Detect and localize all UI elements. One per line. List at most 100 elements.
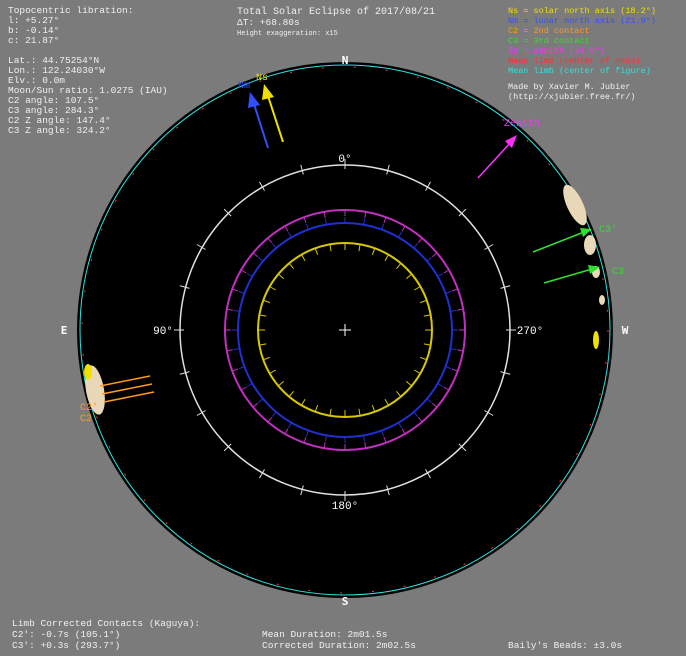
west-label: W [622,324,629,337]
tick [314,248,319,255]
tick [262,469,265,474]
tick [305,430,309,437]
tick [288,231,292,238]
info-line: C2 angle: 107.5° [8,95,99,106]
ns-label: Ns [256,73,268,84]
tick [414,286,421,291]
tick [269,369,276,374]
tick [458,212,463,217]
c2-prime-line [99,375,151,387]
info-line: Lat.: 44.75254°N [8,55,99,66]
tick [461,446,467,452]
info-line: C3 Z angle: 324.2° [8,125,111,136]
tick [425,186,428,191]
tick [288,263,294,270]
tick [381,430,385,437]
footer-c2: C2': -0.7s (105.1°) [12,629,120,640]
tick [432,402,438,408]
tick [458,443,463,448]
tick [323,442,326,449]
tick [387,164,390,171]
tick [252,402,258,408]
info-line: C2 Z angle: 147.4° [8,115,111,126]
footer-c3: C3': +0.3s (293.7°) [12,640,120,651]
tick [300,489,303,496]
tick [450,348,457,351]
tick [179,285,186,288]
tick [443,269,450,274]
tick [301,485,304,490]
tick [384,399,389,406]
tick [259,181,263,188]
c3-prime-label: C3' [599,224,617,236]
zenith-arrow [477,142,511,179]
tick [284,225,289,232]
angle-label: 90° [153,326,173,338]
tick [233,348,240,351]
tick [461,208,467,214]
tick [324,218,327,225]
tick [267,417,273,423]
info-line: b: -0.14° [8,25,59,36]
tick [487,412,494,416]
legend-entry: Mean limb (center of mass) [508,56,641,66]
c3-arrowhead [588,265,600,274]
nm-arrow [253,103,269,149]
tick [329,408,332,416]
tick [233,309,240,312]
tick [383,436,387,443]
c3-arrow [543,268,593,284]
delta-t: ΔT: +68.80s [237,17,300,28]
tick [267,237,273,243]
tick [487,244,494,248]
tick [363,218,366,225]
tick [226,308,233,311]
info-block: Topocentric libration:l: +5.27°b: -0.14°… [8,5,168,136]
tick [387,489,390,496]
ns-arrow [267,95,284,143]
tick [398,422,402,429]
tick [252,252,258,258]
ring-ticks [174,159,516,501]
mean-limb-figure [79,64,611,596]
tick [398,231,402,238]
angle-label: 0° [338,154,351,166]
tick [232,368,239,372]
tick [425,469,428,474]
tick [300,164,303,171]
tick [301,170,304,175]
exaggeration: Height exaggeration: x15 [237,30,338,38]
tick [238,366,245,370]
tick [223,208,229,214]
tick [323,211,326,218]
tick [451,368,458,372]
c2-prime-label: C2' [80,402,98,414]
tick [258,398,264,404]
zenith-arrowhead [505,135,517,148]
tick [238,290,245,294]
tick [303,217,307,224]
tick [432,252,438,258]
tick [258,256,264,262]
tick [457,308,464,311]
tick [426,398,432,404]
ns-arrowhead [262,84,274,100]
tick [386,170,389,175]
tick [427,472,431,479]
info-line: Topocentric libration: [8,5,133,16]
info-line: C3 angle: 284.3° [8,105,99,116]
tick [240,386,247,391]
tick [263,299,270,304]
tick [420,356,427,361]
tick [358,244,361,252]
tick [384,254,389,261]
legend-entry: C3 = 3rd contact [508,36,590,46]
tick [504,285,511,288]
tick [301,254,306,261]
tick [386,485,389,490]
tick [371,405,376,412]
tick [201,247,206,250]
tick [423,314,431,317]
tick [223,446,229,452]
tick [246,383,253,387]
